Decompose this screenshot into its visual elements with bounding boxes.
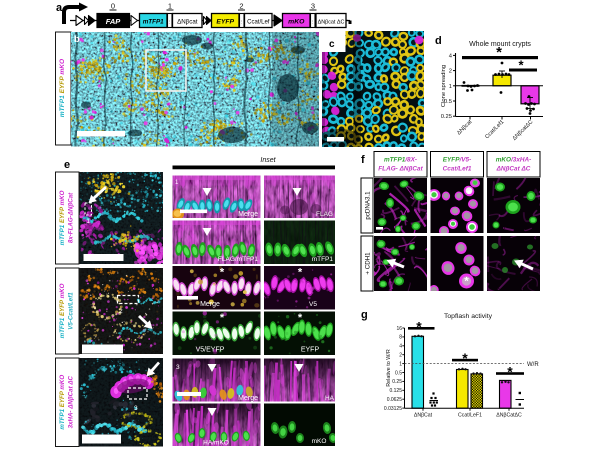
svg-text:1: 1	[87, 219, 91, 225]
svg-text:FLAG- ΔNβCat: FLAG- ΔNβCat	[378, 166, 423, 173]
svg-text:Merge: Merge	[238, 211, 258, 218]
svg-text:ΔNβCat ΔC: ΔNβCat ΔC	[496, 166, 531, 173]
svg-text:g: g	[361, 309, 368, 321]
svg-text:*: *	[220, 312, 225, 324]
svg-text:1: 1	[168, 2, 172, 11]
svg-text:2: 2	[449, 69, 452, 75]
svg-text:8: 8	[399, 335, 402, 341]
svg-text:*: *	[518, 58, 524, 73]
svg-text:mKO: mKO	[312, 438, 327, 445]
svg-text:HA: HA	[325, 395, 335, 402]
svg-text:3: 3	[176, 364, 180, 371]
svg-text:Inset: Inset	[260, 157, 276, 164]
svg-text:d: d	[435, 35, 442, 47]
svg-text:8x-FLAG-ΔNβCat: 8x-FLAG-ΔNβCat	[68, 192, 75, 243]
svg-text:0.0625: 0.0625	[387, 397, 403, 403]
svg-text:V5: V5	[309, 301, 317, 308]
svg-text:⋮: ⋮	[168, 19, 172, 24]
svg-text:*: *	[507, 364, 513, 380]
svg-text:b: b	[74, 34, 80, 45]
svg-text:⋮: ⋮	[240, 19, 244, 24]
svg-text:V5-Ccat/Lef1: V5-Ccat/Lef1	[68, 292, 75, 330]
svg-text:pcDNA3.1: pcDNA3.1	[365, 191, 372, 220]
svg-text:0.5: 0.5	[395, 370, 402, 376]
svg-text:0.03125: 0.03125	[384, 406, 402, 412]
svg-text:mKO: mKO	[288, 19, 305, 26]
svg-text:*: *	[467, 189, 472, 201]
svg-text:mTFP1: mTFP1	[143, 19, 164, 26]
svg-text:*: *	[416, 319, 422, 335]
svg-text:*: *	[462, 350, 468, 366]
svg-text:Whole mount crypts: Whole mount crypts	[469, 41, 531, 48]
svg-text:Merge: Merge	[200, 301, 220, 308]
svg-text:ΔNβCatΔC: ΔNβCatΔC	[496, 413, 522, 419]
svg-text:ΔNβCat: ΔNβCat	[414, 413, 433, 419]
svg-text:4: 4	[399, 344, 402, 350]
svg-text:Ccat/Lef1: Ccat/Lef1	[443, 166, 472, 173]
svg-text:3: 3	[311, 2, 315, 11]
svg-text:1: 1	[449, 84, 452, 90]
svg-text:*: *	[464, 276, 469, 288]
svg-text:FLAG/mTFP1: FLAG/mTFP1	[218, 256, 258, 263]
svg-text:*: *	[220, 267, 225, 279]
svg-text:⋮: ⋮	[311, 19, 315, 24]
svg-text:+ CDH1: + CDH1	[365, 252, 372, 275]
svg-text:HA/mKO: HA/mKO	[203, 440, 229, 447]
svg-text:Topflash activity: Topflash activity	[444, 313, 493, 320]
svg-text:c: c	[329, 39, 335, 50]
svg-text:0.25: 0.25	[392, 379, 402, 385]
svg-text:EYFP: EYFP	[301, 347, 320, 354]
svg-text:Ccat/LeF1: Ccat/LeF1	[458, 413, 482, 419]
svg-text:EYFP: EYFP	[216, 19, 234, 26]
svg-text:2: 2	[399, 353, 402, 359]
svg-text:*: *	[496, 44, 502, 61]
svg-text:mTFP1 EYFP mKO: mTFP1 EYFP mKO	[59, 283, 66, 338]
svg-text:3xHA- ΔNβCat ΔC: 3xHA- ΔNβCat ΔC	[68, 375, 75, 428]
svg-text:2: 2	[119, 308, 123, 315]
svg-text:Ccat/Lef: Ccat/Lef	[247, 20, 270, 26]
svg-text:Clone spreading: Clone spreading	[441, 65, 447, 107]
svg-text:1: 1	[399, 361, 402, 367]
svg-text:e: e	[64, 159, 70, 171]
svg-text:mTFP1 EYFP mKO: mTFP1 EYFP mKO	[59, 58, 66, 117]
svg-text:1: 1	[175, 180, 179, 186]
svg-text:0.125: 0.125	[389, 388, 402, 394]
svg-text:mKO/3xHA-: mKO/3xHA-	[496, 157, 532, 164]
svg-text:mTFP1 EYFP mKO: mTFP1 EYFP mKO	[59, 375, 66, 430]
svg-text:ΔNβcat ΔC: ΔNβcat ΔC	[318, 20, 345, 26]
svg-text:3: 3	[134, 405, 138, 412]
svg-text:0.5: 0.5	[444, 99, 452, 105]
svg-text:FLAG: FLAG	[316, 211, 333, 218]
svg-text:mTFP1/8X-: mTFP1/8X-	[384, 157, 417, 164]
svg-text:16: 16	[396, 326, 402, 332]
svg-text:mTFP1: mTFP1	[312, 256, 334, 263]
svg-text:Relative to W/R: Relative to W/R	[386, 349, 392, 387]
svg-text:ΔNβcat: ΔNβcat	[177, 19, 198, 26]
svg-text:f: f	[361, 154, 365, 166]
svg-text:mTFP1 EYFP mKO: mTFP1 EYFP mKO	[59, 190, 66, 245]
svg-text:Merge: Merge	[238, 395, 258, 402]
svg-text:2: 2	[239, 2, 243, 11]
svg-text:*: *	[298, 267, 303, 279]
svg-text:0: 0	[111, 2, 115, 11]
svg-text:FAP: FAP	[106, 17, 122, 26]
svg-text:EYFP/V5-: EYFP/V5-	[443, 157, 471, 164]
svg-text:4: 4	[449, 53, 453, 59]
svg-text:0.25: 0.25	[441, 114, 452, 120]
svg-text:W/R: W/R	[527, 362, 539, 368]
svg-text:a: a	[56, 2, 63, 14]
svg-text:V5/EYFP: V5/EYFP	[196, 347, 225, 354]
svg-text:*: *	[298, 312, 303, 324]
